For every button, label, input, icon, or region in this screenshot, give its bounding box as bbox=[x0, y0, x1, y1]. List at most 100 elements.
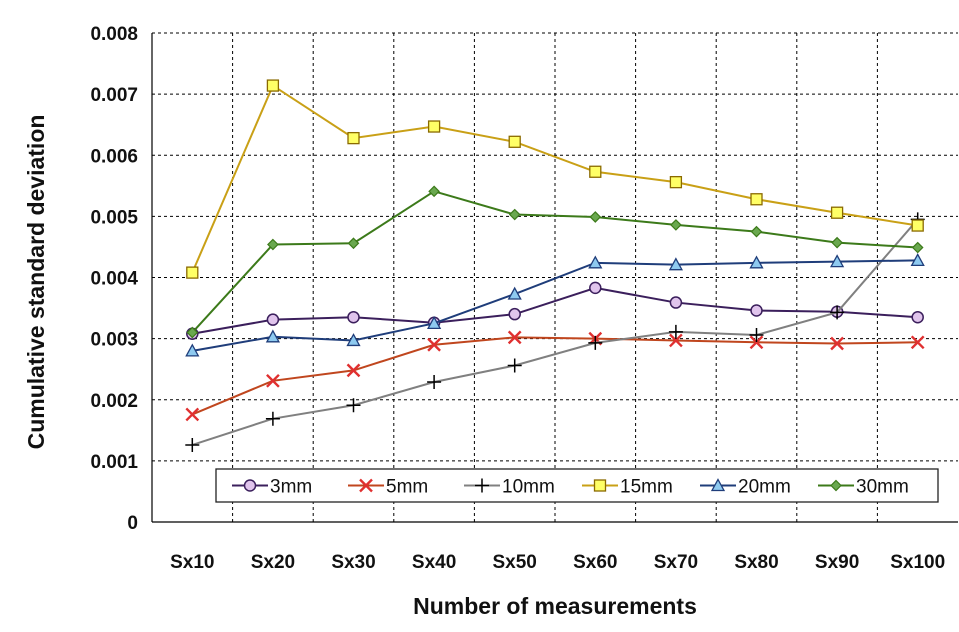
data-point-10mm bbox=[346, 398, 361, 413]
legend: 3mm 5mm 10mm 15mm 20mm 30mm bbox=[215, 468, 939, 503]
series-30mm bbox=[186, 185, 924, 339]
x-tick-label: Sx10 bbox=[170, 552, 214, 573]
data-point-3mm bbox=[750, 304, 763, 317]
legend-label: 3mm bbox=[270, 477, 312, 498]
axes bbox=[151, 32, 958, 523]
data-point-10mm bbox=[749, 327, 764, 342]
x-tick-label: Sx30 bbox=[331, 552, 375, 573]
data-point-15mm bbox=[186, 266, 199, 279]
data-point-3mm bbox=[589, 281, 602, 295]
x-tick-label: Sx80 bbox=[734, 552, 778, 573]
series-20mm bbox=[185, 253, 925, 357]
legend-item-20mm: 20mm bbox=[700, 477, 791, 498]
data-point-15mm bbox=[508, 135, 521, 148]
legend-box bbox=[215, 468, 939, 503]
data-point-10mm bbox=[507, 358, 522, 373]
series-line-3mm bbox=[192, 286, 918, 335]
series-3mm bbox=[186, 281, 924, 340]
data-point-20mm bbox=[668, 257, 683, 271]
series-line-10mm bbox=[191, 218, 919, 446]
y-tick-label: 0.001 bbox=[90, 452, 138, 473]
series-10mm bbox=[185, 212, 925, 452]
data-point-30mm bbox=[186, 326, 199, 339]
data-point-15mm bbox=[669, 175, 683, 189]
data-point-5mm bbox=[749, 335, 764, 350]
x-tick-label: Sx20 bbox=[251, 552, 295, 573]
legend-item-10mm: 10mm bbox=[464, 477, 555, 498]
x-tick-label: Sx60 bbox=[573, 552, 617, 573]
y-tick-label: 0.006 bbox=[90, 146, 138, 167]
data-point-30mm bbox=[508, 208, 521, 221]
legend-marker bbox=[475, 478, 489, 493]
data-point-10mm bbox=[427, 375, 442, 390]
legend-item-15mm: 15mm bbox=[582, 477, 673, 498]
data-point-30mm bbox=[831, 236, 843, 249]
y-tick-label: 0.004 bbox=[90, 269, 138, 290]
data-point-5mm bbox=[669, 333, 683, 348]
data-point-5mm bbox=[346, 363, 361, 378]
data-point-15mm bbox=[589, 165, 602, 178]
data-point-10mm bbox=[668, 324, 683, 339]
y-tick-label: 0.002 bbox=[90, 391, 138, 412]
series-line-5mm bbox=[191, 336, 918, 416]
data-point-30mm bbox=[589, 211, 602, 223]
x-tick-label: Sx50 bbox=[493, 552, 537, 573]
legend-label: 15mm bbox=[620, 477, 673, 498]
legend-item-3mm: 3mm bbox=[232, 477, 312, 498]
data-point-15mm bbox=[266, 79, 280, 92]
y-tick-label: 0.007 bbox=[90, 85, 138, 106]
series-line-30mm bbox=[191, 190, 918, 334]
data-point-3mm bbox=[508, 307, 521, 321]
data-point-20mm bbox=[346, 333, 361, 347]
data-point-3mm bbox=[669, 296, 683, 309]
legend-marker bbox=[359, 478, 373, 493]
data-point-15mm bbox=[911, 219, 924, 232]
data-point-5mm bbox=[507, 330, 522, 345]
series-lines bbox=[185, 79, 925, 452]
y-tick-label: 0.005 bbox=[90, 207, 138, 228]
data-point-20mm bbox=[749, 255, 764, 269]
data-point-10mm bbox=[588, 335, 603, 350]
legend-item-30mm: 30mm bbox=[818, 477, 909, 498]
legend-label: 30mm bbox=[856, 477, 909, 498]
data-point-20mm bbox=[910, 253, 925, 267]
data-point-5mm bbox=[830, 336, 844, 351]
x-tick-label: Sx90 bbox=[815, 552, 859, 573]
data-point-30mm bbox=[267, 238, 279, 251]
legend-item-5mm: 5mm bbox=[348, 477, 428, 498]
data-point-30mm bbox=[670, 219, 682, 231]
series-line-15mm bbox=[191, 84, 918, 274]
series-15mm bbox=[186, 79, 924, 279]
x-axis-label: Number of measurements bbox=[413, 593, 697, 619]
data-point-3mm bbox=[347, 310, 360, 324]
legend-label: 10mm bbox=[502, 477, 555, 498]
data-point-30mm bbox=[347, 237, 360, 250]
data-point-20mm bbox=[185, 343, 200, 357]
data-point-5mm bbox=[185, 407, 200, 422]
data-point-10mm bbox=[830, 305, 845, 320]
data-point-20mm bbox=[588, 255, 603, 269]
data-point-20mm bbox=[265, 329, 280, 343]
y-tick-label: 0 bbox=[127, 513, 138, 534]
data-point-3mm bbox=[266, 313, 280, 326]
data-point-30mm bbox=[911, 241, 924, 254]
series-line-20mm bbox=[192, 259, 918, 352]
data-point-15mm bbox=[750, 193, 763, 206]
y-tick-labels: 0 0.001 0.002 0.003 0.004 0.005 0.006 0.007 0.00… bbox=[90, 24, 138, 534]
data-point-15mm bbox=[347, 131, 360, 145]
x-tick-label: Sx40 bbox=[412, 552, 456, 573]
data-point-20mm bbox=[427, 315, 442, 329]
data-point-30mm bbox=[750, 225, 763, 238]
legend-marker bbox=[710, 478, 726, 492]
data-point-5mm bbox=[266, 373, 280, 388]
data-point-15mm bbox=[830, 206, 844, 219]
legend-marker bbox=[593, 479, 607, 492]
y-axis-label: Cumulative standard deviation bbox=[23, 115, 49, 450]
y-tick-label: 0.008 bbox=[90, 24, 138, 45]
data-point-5mm bbox=[427, 337, 441, 352]
legend-label: 5mm bbox=[386, 477, 428, 498]
data-point-3mm bbox=[911, 310, 924, 324]
data-point-10mm bbox=[185, 437, 200, 452]
legend-marker bbox=[830, 479, 842, 492]
x-tick-label: Sx100 bbox=[890, 552, 945, 573]
